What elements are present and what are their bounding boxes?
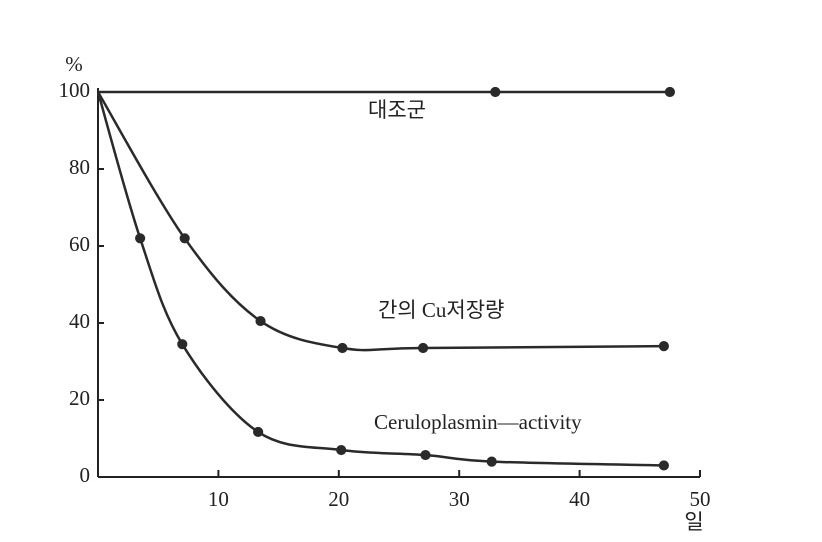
data-point (658, 341, 669, 352)
x-tick-label: 20 (328, 487, 349, 511)
x-tick-label: 40 (569, 487, 590, 511)
data-point (486, 456, 497, 467)
y-axis-label: % (65, 52, 83, 76)
data-point (417, 342, 429, 354)
data-point (177, 339, 188, 350)
series-label: 간의 Cu저장량 (378, 298, 504, 322)
series-line (96, 91, 664, 352)
data-point (135, 233, 146, 244)
y-tick-label: 60 (69, 232, 90, 256)
y-tick-label: 20 (69, 386, 90, 410)
y-tick-label: 80 (69, 155, 90, 179)
data-point (490, 86, 501, 98)
x-tick-label: 10 (208, 487, 229, 511)
data-point (253, 426, 264, 438)
y-tick-label: 0 (80, 463, 91, 487)
data-point (658, 460, 669, 471)
data-point (664, 86, 676, 98)
x-axis-label: 일 (684, 510, 703, 534)
data-point (336, 444, 347, 456)
y-tick-label: 40 (69, 309, 90, 333)
series-label: 대조군 (368, 98, 426, 122)
data-point (420, 449, 431, 461)
series-label: Ceruloplasmin—activity (374, 410, 582, 434)
x-tick-label: 30 (449, 487, 470, 511)
data-point (337, 342, 348, 354)
data-point (179, 233, 190, 244)
data-point (255, 315, 266, 327)
x-tick-label: 50 (690, 487, 711, 511)
y-tick-label: 100 (59, 78, 91, 102)
